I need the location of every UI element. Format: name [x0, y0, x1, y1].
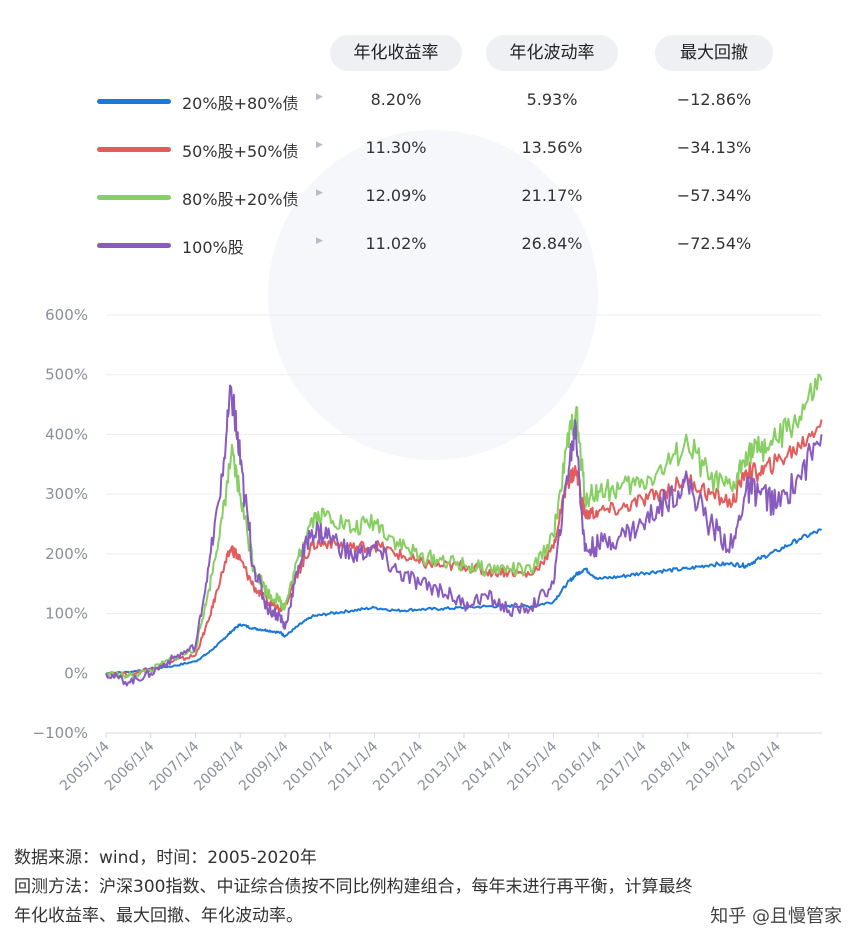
table-row: 50%股+50%债 ▶ 11.30% 13.56% −34.13% — [0, 134, 864, 164]
legend-swatch — [97, 147, 171, 152]
y-tick-label: 400% — [45, 425, 88, 443]
annual-return-value: 11.30% — [365, 138, 427, 157]
header-annual-return: 年化收益率 — [330, 35, 462, 71]
table-row: 100%股 ▶ 11.02% 26.84% −72.54% — [0, 230, 864, 260]
annual-volatility-value: 21.17% — [521, 186, 583, 205]
chevron-right-icon: ▶ — [316, 236, 323, 246]
annual-volatility-value: 5.93% — [526, 90, 578, 109]
table-row: 20%股+80%债 ▶ 8.20% 5.93% −12.86% — [0, 86, 864, 116]
legend-swatch — [97, 195, 171, 200]
annual-volatility-value: 13.56% — [521, 138, 583, 157]
annual-return-value: 11.02% — [365, 234, 427, 253]
legend-swatch — [97, 99, 171, 104]
header-max-drawdown: 最大回撤 — [655, 35, 773, 71]
series-line-3 — [106, 373, 823, 679]
annual-return-value: 8.20% — [370, 90, 422, 109]
row-label: 80%股+20%债 — [182, 190, 299, 209]
stats-table: 年化收益率 年化波动率 最大回撤 20%股+80%债 ▶ 8.20% 5.93%… — [0, 0, 864, 270]
series-line-1 — [105, 528, 822, 675]
x-tick-label: 2020/1/4 — [728, 738, 784, 794]
max-drawdown-value: −34.13% — [676, 138, 752, 157]
row-label: 20%股+80%债 — [182, 94, 299, 113]
y-tick-label: 0% — [64, 664, 88, 682]
y-tick-label: 300% — [45, 485, 88, 503]
header-annual-volatility: 年化波动率 — [486, 35, 618, 71]
series-line-4 — [105, 384, 823, 687]
method-text-line1: 回测方法：沪深300指数、中证综合债按不同比例构建组合，每年末进行再平衡，计算最… — [14, 877, 693, 897]
chart-svg: 600%500%400%300%200%100%0%−100%2005/1/42… — [33, 306, 823, 794]
legend-swatch — [97, 243, 171, 248]
footnote: 数据来源：wind，时间：2005-2020年 回测方法：沪深300指数、中证综… — [14, 844, 692, 931]
y-tick-label: 500% — [45, 366, 88, 384]
chevron-right-icon: ▶ — [316, 140, 323, 150]
source-text: 数据来源：wind，时间：2005-2020年 — [14, 848, 317, 868]
max-drawdown-value: −72.54% — [676, 234, 752, 253]
y-tick-label: −100% — [33, 724, 88, 742]
row-label: 100%股 — [182, 238, 244, 257]
table-row: 80%股+20%债 ▶ 12.09% 21.17% −57.34% — [0, 182, 864, 212]
y-tick-label: 100% — [45, 605, 88, 623]
series-line-2 — [105, 419, 823, 678]
max-drawdown-value: −12.86% — [676, 90, 752, 109]
chevron-right-icon: ▶ — [316, 188, 323, 198]
watermark-logo — [268, 130, 598, 460]
max-drawdown-value: −57.34% — [676, 186, 752, 205]
method-text-line2: 年化收益率、最大回撤、年化波动率。 — [14, 906, 303, 926]
annual-return-value: 12.09% — [365, 186, 427, 205]
brand-signature: 知乎 @且慢管家 — [710, 906, 842, 927]
annual-volatility-value: 26.84% — [521, 234, 583, 253]
row-label: 50%股+50%债 — [182, 142, 299, 161]
y-tick-label: 600% — [45, 306, 88, 324]
y-tick-label: 200% — [45, 545, 88, 563]
chevron-right-icon: ▶ — [316, 92, 323, 102]
line-chart: 600% 500% 400% 300% 200% 100% 0% −100% 2005/1/4 2… — [0, 290, 864, 830]
